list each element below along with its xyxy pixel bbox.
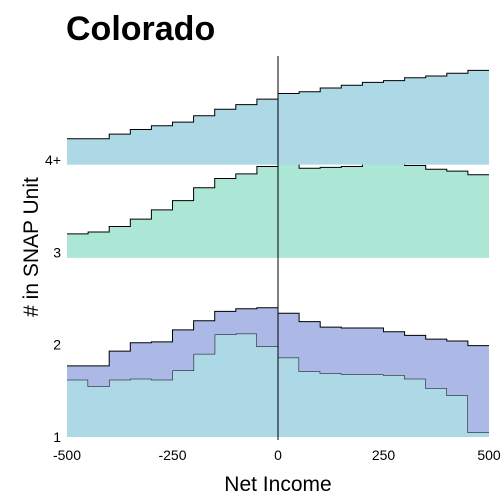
- y-tick-label: 3: [53, 244, 61, 260]
- y-tick-label: 1: [53, 429, 61, 445]
- x-tick-label: 250: [372, 447, 396, 463]
- chart-title: Colorado: [66, 10, 215, 48]
- x-tick-label: -500: [53, 447, 81, 463]
- y-tick-label: 2: [53, 337, 61, 353]
- x-tick-label: 0: [274, 447, 282, 463]
- x-tick-label: 500: [477, 447, 501, 463]
- y-axis-label: # in SNAP Unit: [20, 177, 43, 317]
- y-tick-labels: 1 2 3 4+: [45, 152, 61, 445]
- x-tick-label: -250: [158, 447, 186, 463]
- x-axis-label: Net Income: [224, 473, 331, 496]
- y-tick-label: 4+: [45, 152, 61, 168]
- x-tick-labels: -500 -250 0 250 500: [53, 447, 501, 463]
